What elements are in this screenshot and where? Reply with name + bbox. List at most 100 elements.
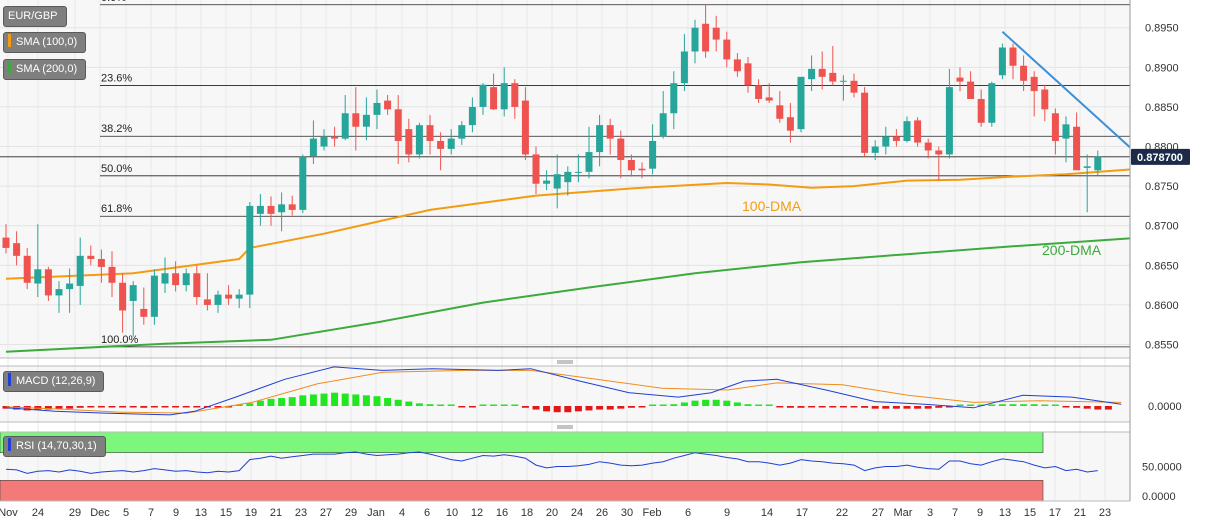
macd-histogram-bar <box>892 406 900 409</box>
time-axis[interactable]: Nov 24 29 Dec 5 7 9 13 15 19 21 23 27 29 Jan 4 6 10 12 16 18… <box>0 507 1111 519</box>
candle-body <box>988 83 996 123</box>
candle-body <box>225 294 233 299</box>
macd-panel[interactable] <box>0 366 1130 422</box>
macd-histogram-bar <box>1020 404 1028 406</box>
candle-body <box>924 142 932 151</box>
macd-histogram-bar <box>1009 404 1017 406</box>
candle-up <box>659 91 667 139</box>
macd-histogram-bar <box>511 404 519 406</box>
rsi-label: RSI (14,70,30,1) <box>16 440 97 452</box>
candle-body <box>892 136 900 141</box>
macd-histogram-bar <box>55 406 63 409</box>
macd-histogram-bar <box>119 406 127 408</box>
macd-histogram-bar <box>818 406 826 408</box>
candle-up <box>596 114 604 167</box>
macd-histogram-bar <box>988 404 996 406</box>
candle-up <box>341 95 349 141</box>
time-tick-label: 23 <box>295 507 307 519</box>
macd-histogram-bar <box>712 399 720 406</box>
macd-histogram-bar <box>278 398 286 406</box>
candle-down <box>935 146 943 181</box>
symbol-badge[interactable]: EUR/GBP <box>3 6 67 27</box>
macd-histogram-bar <box>437 404 445 406</box>
candle-up <box>903 116 911 143</box>
macd-histogram-bar <box>352 394 360 406</box>
macd-histogram-bar <box>574 406 582 412</box>
sma100-badge[interactable]: SMA (100,0) <box>3 32 87 53</box>
candle-down <box>967 71 975 100</box>
candle-down <box>977 89 985 127</box>
candle-body <box>87 255 95 259</box>
candle-up <box>458 121 466 145</box>
time-tick-label: 23 <box>1099 507 1111 519</box>
candle-up <box>373 89 381 130</box>
macd-label: MACD (12,26,9) <box>16 375 96 387</box>
candle-body <box>712 27 720 40</box>
candle-body <box>945 87 953 155</box>
candle-body <box>818 68 826 77</box>
macd-histogram-bar <box>246 403 254 406</box>
candle-up <box>362 97 370 141</box>
rsi-oversold-zone <box>0 479 1044 501</box>
candle-body <box>182 273 190 286</box>
candle-up <box>278 192 286 232</box>
macd-histogram-bar <box>1104 406 1112 410</box>
candle-down <box>13 231 21 266</box>
candle-body <box>702 23 710 52</box>
macd-histogram-bar <box>829 406 837 408</box>
candle-body <box>882 136 890 147</box>
candle-body <box>1030 76 1038 92</box>
macd-histogram-bar <box>786 406 794 408</box>
candle-down <box>288 195 296 216</box>
candle-down <box>384 95 392 115</box>
candle-body <box>23 255 31 283</box>
candle-body <box>76 255 84 286</box>
resize-handle-rsi[interactable] <box>557 425 573 429</box>
candle-down <box>892 129 900 147</box>
candle-down <box>765 83 773 103</box>
resize-handle-macd[interactable] <box>557 360 573 364</box>
macd-badge[interactable]: MACD (12,26,9) <box>3 371 105 392</box>
candle-up <box>680 34 688 92</box>
price-axis[interactable]: 0.89500.89000.88500.88000.87500.87000.86… <box>1145 23 1179 352</box>
candle-down <box>394 95 402 164</box>
macd-histogram-bar <box>945 406 953 408</box>
macd-histogram-bar <box>182 406 190 408</box>
candle-up <box>468 97 476 133</box>
time-tick-label: 10 <box>446 507 458 519</box>
candle-body <box>1083 166 1091 168</box>
sma200-badge[interactable]: SMA (200,0) <box>3 59 87 80</box>
candle-up <box>797 76 805 133</box>
candle-body <box>596 125 604 153</box>
rsi-badge[interactable]: RSI (14,70,30,1) <box>3 436 106 457</box>
candle-down <box>1030 71 1038 117</box>
time-tick-label: 6 <box>424 507 430 519</box>
trend-line[interactable] <box>1001 30 1161 176</box>
sma100-label: SMA (100,0) <box>16 36 78 48</box>
candle-down <box>606 118 614 155</box>
candle-body <box>97 258 105 267</box>
macd-histogram-bar <box>956 404 964 406</box>
grid-lines <box>0 0 1130 501</box>
macd-histogram-bar <box>161 406 169 408</box>
rsi-overbought-zone <box>0 432 1044 454</box>
candle-up <box>1062 116 1070 163</box>
candle-body <box>1009 47 1017 66</box>
macd-histogram-bar <box>140 406 148 408</box>
candle-up <box>691 19 699 64</box>
macd-histogram-bar <box>479 404 487 406</box>
macd-histogram-bar <box>1094 406 1102 410</box>
candle-up <box>415 122 423 159</box>
candle-down <box>521 87 529 160</box>
macd-histogram-bar <box>702 399 710 406</box>
macd-line <box>5 366 1122 416</box>
macd-histogram-bar <box>447 404 455 406</box>
macd-histogram-bar <box>797 406 805 408</box>
candle-down <box>776 91 784 123</box>
candle-body <box>850 80 858 93</box>
candle-down <box>405 118 413 163</box>
macd-histogram-bar <box>235 404 243 406</box>
candle-body <box>755 85 763 100</box>
candle-body <box>447 138 455 149</box>
time-tick-label: Feb <box>643 507 662 519</box>
